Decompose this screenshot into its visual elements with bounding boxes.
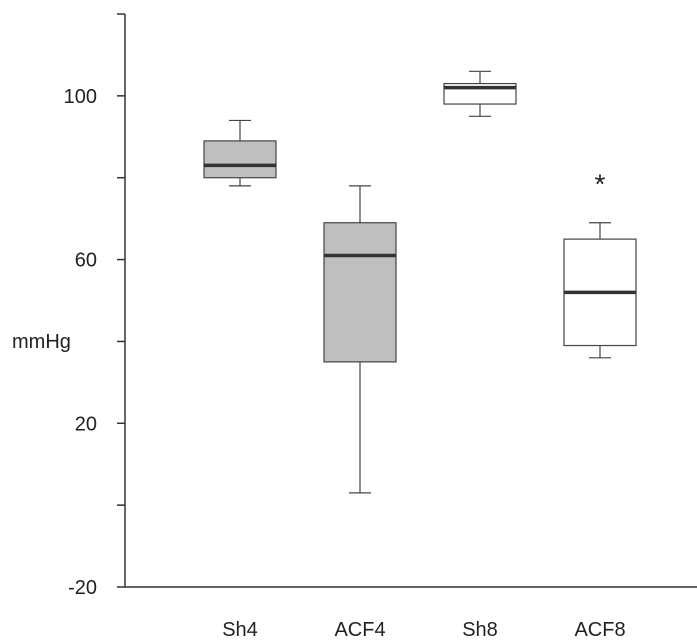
box-sh8 bbox=[443, 70, 517, 117]
category-labels: Sh4 ACF4 Sh8 ACF8 bbox=[222, 619, 625, 640]
y-tick-label: -20 bbox=[68, 577, 97, 599]
annotations: * bbox=[595, 169, 606, 200]
y-tick-labels: -20 20 60 100 bbox=[64, 86, 97, 599]
y-tick-label: 100 bbox=[64, 86, 97, 108]
y-axis-label: mmHg bbox=[12, 331, 71, 353]
box-iqr bbox=[203, 140, 277, 179]
box-acf4 bbox=[323, 185, 397, 494]
box-acf8 bbox=[563, 222, 637, 359]
axes bbox=[124, 14, 697, 588]
x-category-label: ACF8 bbox=[574, 619, 625, 640]
x-category-label: Sh8 bbox=[462, 619, 498, 640]
box-sh4 bbox=[203, 119, 277, 187]
boxes bbox=[203, 70, 637, 494]
y-tick-label: 20 bbox=[75, 413, 97, 435]
box-iqr bbox=[323, 222, 397, 363]
y-tick-label: 60 bbox=[75, 250, 97, 272]
y-ticks bbox=[117, 13, 125, 588]
significance-asterisk: * bbox=[595, 169, 606, 200]
x-category-label: ACF4 bbox=[334, 619, 385, 640]
x-category-label: Sh4 bbox=[222, 619, 258, 640]
